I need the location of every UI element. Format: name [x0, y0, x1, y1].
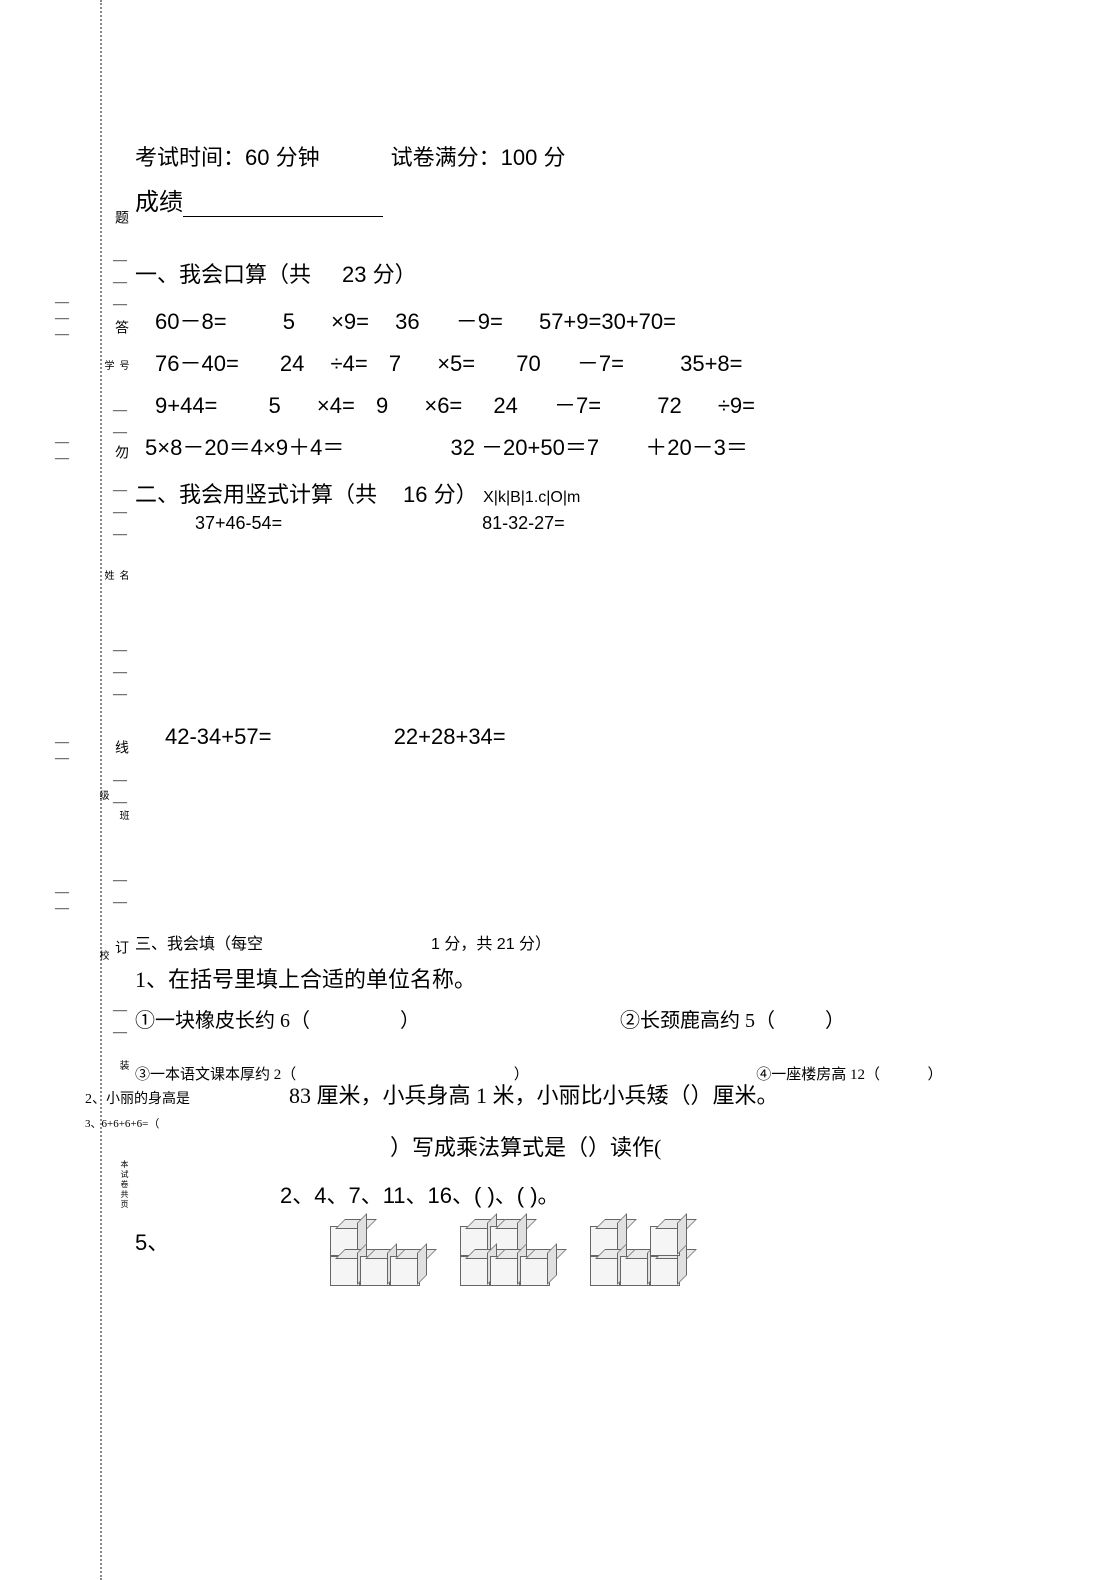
margin-char-name: 名姓 — [70, 570, 130, 582]
q2-xiaoli: 2、小丽的身高是 83 厘米，小兵身高 1 米，小丽比小兵矮（）厘米。 — [85, 1078, 779, 1110]
calc: －7= — [554, 393, 601, 418]
section3-title: 三、我会填（每空 1 分，共 21 分） — [135, 930, 1075, 954]
q3-1: 1、在括号里填上合适的单位名称。 — [135, 962, 1075, 994]
score-label: 成绩 — [135, 190, 183, 216]
margin-footer: 本试卷共页 — [70, 1160, 130, 1210]
margin-dash: —— — [110, 400, 130, 444]
q3-small-line: 3、6+6+6+6=（ — [85, 1115, 159, 1131]
q3-items-row1: ①一块橡皮长约 6（ ） ②长颈鹿高约 5（ ） — [135, 1004, 1075, 1033]
calc: 36 — [395, 309, 419, 334]
calc: 76－40= — [155, 351, 239, 376]
binding-margin: 题 ——— 答 号学 —— 勿 ——— 名姓 ——— 线 —— 级 班 —— 订… — [70, 0, 130, 1580]
paren: ） — [825, 1010, 845, 1032]
calc: －9= — [456, 309, 503, 334]
margin-char-xiao: 校 — [50, 950, 110, 962]
q2a: 2、小丽的身高是 — [85, 1092, 190, 1107]
calc-row-2: 76－40= 24 ÷4= 7 ×5= 70 －7= 35+8= — [135, 343, 1075, 385]
calc: ×4= — [317, 393, 355, 418]
q3small-b: ）写成乘法算式是（）读作( — [390, 1135, 661, 1160]
paren: ） — [400, 1010, 420, 1032]
calc: 24 — [280, 351, 304, 376]
margin-char-xuehao: 号学 — [70, 360, 130, 372]
q5-label: 5、 — [135, 1225, 169, 1257]
q3-small-line-b: ）写成乘法算式是（）读作( — [390, 1130, 661, 1162]
full-value: 100 分 — [501, 145, 566, 170]
left-dash-col: ——— — [55, 295, 75, 343]
margin-dash: ——— — [110, 640, 130, 706]
margin-char-xian: 线 — [70, 740, 130, 760]
section3-title-text: 三、我会填（每空 — [135, 936, 263, 953]
cube-figures — [330, 1218, 680, 1288]
section2-points: 16 分） — [403, 482, 478, 507]
calc-row-1: 60－8= 5 ×9= 36 －9= 57+9=30+70= — [135, 301, 1075, 343]
section2-title: 二、我会用竖式计算（共 16 分） X|k|B|1.c|O|m — [135, 477, 1075, 509]
margin-char-wu: 勿 — [70, 445, 130, 465]
margin-char-zhuang: 装 — [70, 1060, 130, 1072]
document-main: 考试时间：60 分钟 试卷满分：100 分 成绩 一、我会口算（共 23 分） … — [135, 140, 1075, 1084]
section2-title-text: 二、我会用竖式计算（共 — [135, 482, 377, 507]
calc: 9+44= — [155, 393, 217, 418]
q1b: ②长颈鹿高约 5（ — [620, 1010, 775, 1032]
calc-row-3: 9+44= 5 ×4= 9 ×6= 24 －7= 72 ÷9= — [135, 385, 1075, 427]
q1a: ①一块橡皮长约 6（ — [135, 1010, 310, 1032]
calc: 5 — [283, 309, 295, 334]
paren: ） — [928, 1067, 943, 1083]
left-dash-col: —— — [55, 885, 75, 917]
vertical-calc-row1: 37+46-54= 81-32-27= — [135, 513, 1075, 534]
q3small-a: 3、6+6+6+6=（ — [85, 1118, 159, 1130]
score-line: 成绩 — [135, 182, 1075, 217]
calc: ×6= — [424, 393, 462, 418]
time-label: 考试时间： — [135, 145, 245, 170]
calc: ×5= — [437, 351, 475, 376]
calc: ÷9= — [718, 393, 755, 418]
section1-points: 23 分） — [342, 262, 417, 287]
margin-dash: —— — [110, 870, 130, 914]
calc: 57+9=30+70= — [539, 309, 676, 334]
calc: 32 －20+50＝7 — [450, 435, 599, 460]
calc: ×9= — [331, 309, 369, 334]
left-dash-col: —— — [55, 435, 75, 467]
time-value: 60 分钟 — [245, 145, 320, 170]
calc: 60－8= — [155, 309, 227, 334]
calc: 42-34+57= — [165, 724, 271, 749]
margin-dash: ——— — [110, 480, 130, 546]
q4-sequence: 2、4、7、11、16、( )、( )。 — [280, 1178, 560, 1210]
margin-char-da: 答 — [70, 320, 130, 340]
calc: －7= — [577, 351, 624, 376]
margin-dash: —— — [110, 1000, 130, 1044]
calc: 9 — [376, 393, 388, 418]
cube-shape-2 — [460, 1218, 550, 1288]
margin-char-ji: 级 — [50, 790, 110, 802]
calc: 7 — [389, 351, 401, 376]
calc: ÷4= — [331, 351, 368, 376]
calc: 70 — [516, 351, 540, 376]
calc: 37+46-54= — [195, 513, 282, 533]
section3-points: 1 分，共 21 分） — [431, 936, 551, 953]
section2-source: X|k|B|1.c|O|m — [483, 489, 580, 506]
cube-shape-3 — [590, 1218, 680, 1288]
calc: 5 — [269, 393, 281, 418]
margin-char-ban: 班 — [70, 810, 130, 822]
margin-dash: ——— — [110, 250, 130, 316]
calc-row-4: 5×8－20＝4×9＋4＝ 32 －20+50＝7 ＋20－3＝ — [135, 427, 1075, 469]
calc: 24 — [493, 393, 517, 418]
calc: ＋20－3＝ — [645, 435, 748, 460]
cube-shape-1 — [330, 1218, 420, 1288]
exam-info: 考试时间：60 分钟 试卷满分：100 分 — [135, 140, 1075, 172]
margin-char-ti: 题 — [70, 210, 130, 230]
q2b: 83 厘米，小兵身高 1 米，小丽比小兵矮（）厘米。 — [289, 1083, 779, 1108]
calc: 81-32-27= — [482, 513, 565, 533]
score-blank — [183, 195, 383, 217]
calc: 5×8－20＝4×9＋4＝ — [145, 435, 344, 460]
calc: 22+28+34= — [394, 724, 506, 749]
full-label: 试卷满分： — [391, 145, 501, 170]
calc: 35+8= — [680, 351, 742, 376]
margin-dash: —— — [110, 770, 130, 814]
vertical-calc-row2: 42-34+57= 22+28+34= — [135, 724, 1075, 750]
section1-title-text: 一、我会口算（共 — [135, 262, 311, 287]
section1-title: 一、我会口算（共 23 分） — [135, 257, 1075, 289]
left-dash-col: —— — [55, 735, 75, 767]
calc: 72 — [657, 393, 681, 418]
